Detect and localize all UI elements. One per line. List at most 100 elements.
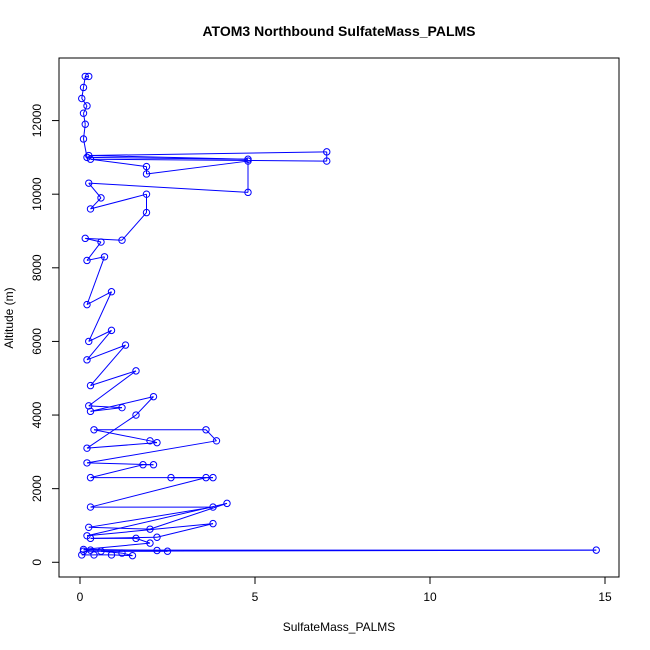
series-segment xyxy=(86,523,214,537)
data-point xyxy=(153,546,161,555)
x-axis-label: SulfateMass_PALMS xyxy=(283,620,396,634)
y-axis: 0 2000 4000 6000 8000 10000 12000 xyxy=(30,104,60,566)
data-point xyxy=(79,545,88,554)
series-segment xyxy=(86,440,217,464)
data-point xyxy=(86,381,95,390)
data-point xyxy=(85,151,93,160)
data-point xyxy=(79,83,88,92)
data-point xyxy=(81,234,89,243)
data-point xyxy=(100,253,109,261)
series-segment xyxy=(88,291,112,342)
series-segment xyxy=(83,542,151,550)
series-segment xyxy=(90,464,144,479)
data-point xyxy=(97,238,105,246)
data-point xyxy=(132,367,140,375)
series-segment xyxy=(81,98,88,107)
series-segment xyxy=(88,370,137,407)
x-tick-label: 0 xyxy=(77,590,84,604)
data-point xyxy=(85,337,93,346)
y-tick-label: 4000 xyxy=(30,401,44,428)
x-tick-label: 15 xyxy=(598,590,612,604)
data-point xyxy=(202,426,210,434)
data-point xyxy=(592,546,600,554)
series-segment xyxy=(90,193,147,210)
data-point xyxy=(83,444,91,452)
data-point xyxy=(83,356,91,364)
series-segment xyxy=(205,429,217,442)
series-segment xyxy=(90,344,126,386)
data-point xyxy=(86,546,95,554)
series-segment xyxy=(86,241,102,261)
data-point xyxy=(121,341,130,349)
data-point xyxy=(86,473,95,482)
data-point xyxy=(97,547,105,555)
data-point xyxy=(79,109,88,117)
data-point xyxy=(149,461,158,469)
series-segment xyxy=(90,370,137,387)
data-point xyxy=(118,236,126,244)
y-tick-label: 2000 xyxy=(30,475,44,502)
data-point xyxy=(83,300,91,309)
series-segment xyxy=(83,124,86,140)
series-segment xyxy=(86,291,112,306)
series-segment xyxy=(83,76,86,88)
series-segment xyxy=(83,113,86,125)
series-segment xyxy=(88,506,214,528)
data-point xyxy=(85,72,93,81)
data-point xyxy=(85,179,93,187)
data-point xyxy=(83,532,91,540)
data-point xyxy=(83,256,91,265)
series-segment xyxy=(135,537,151,544)
data-point xyxy=(212,437,221,445)
data-point xyxy=(86,503,95,511)
data-point xyxy=(83,153,91,162)
series-segment xyxy=(83,105,88,114)
data-point xyxy=(81,120,89,128)
y-tick-label: 6000 xyxy=(30,328,44,355)
data-point xyxy=(78,94,86,103)
data-point xyxy=(202,473,210,482)
series-lines xyxy=(81,75,597,557)
series-segment xyxy=(88,151,327,157)
data-point xyxy=(139,461,147,469)
series-segment xyxy=(88,405,123,409)
series-segment xyxy=(121,212,147,241)
data-point xyxy=(118,403,126,412)
data-point xyxy=(142,208,151,217)
data-point xyxy=(85,523,93,532)
data-point xyxy=(107,326,116,335)
y-tick-label: 10000 xyxy=(30,177,44,211)
data-point xyxy=(323,148,331,156)
data-point xyxy=(223,499,231,508)
data-point xyxy=(209,473,217,482)
series-segment xyxy=(86,256,105,305)
series-segment xyxy=(81,87,84,99)
data-point xyxy=(244,155,252,163)
series-segment xyxy=(156,523,214,538)
x-axis: 0 5 10 15 xyxy=(77,576,612,604)
data-point xyxy=(146,525,154,533)
data-point xyxy=(128,551,137,560)
series-segment xyxy=(86,414,137,449)
series-segment xyxy=(90,407,123,412)
data-point xyxy=(167,473,175,482)
data-point xyxy=(85,402,93,410)
data-point xyxy=(142,190,151,198)
y-tick-label: 12000 xyxy=(30,104,44,138)
data-point xyxy=(209,519,217,528)
series-segment xyxy=(135,396,154,416)
series-segment xyxy=(86,462,154,466)
series-segment xyxy=(146,160,249,175)
data-point xyxy=(209,503,217,511)
data-point xyxy=(81,72,89,81)
series-segment xyxy=(86,330,112,361)
data-point xyxy=(90,426,98,434)
data-point xyxy=(132,411,140,419)
series-segment xyxy=(156,549,168,552)
data-point xyxy=(163,547,172,555)
data-point xyxy=(153,438,161,447)
data-point xyxy=(146,539,154,547)
data-point xyxy=(83,102,91,110)
data-point xyxy=(244,188,252,197)
